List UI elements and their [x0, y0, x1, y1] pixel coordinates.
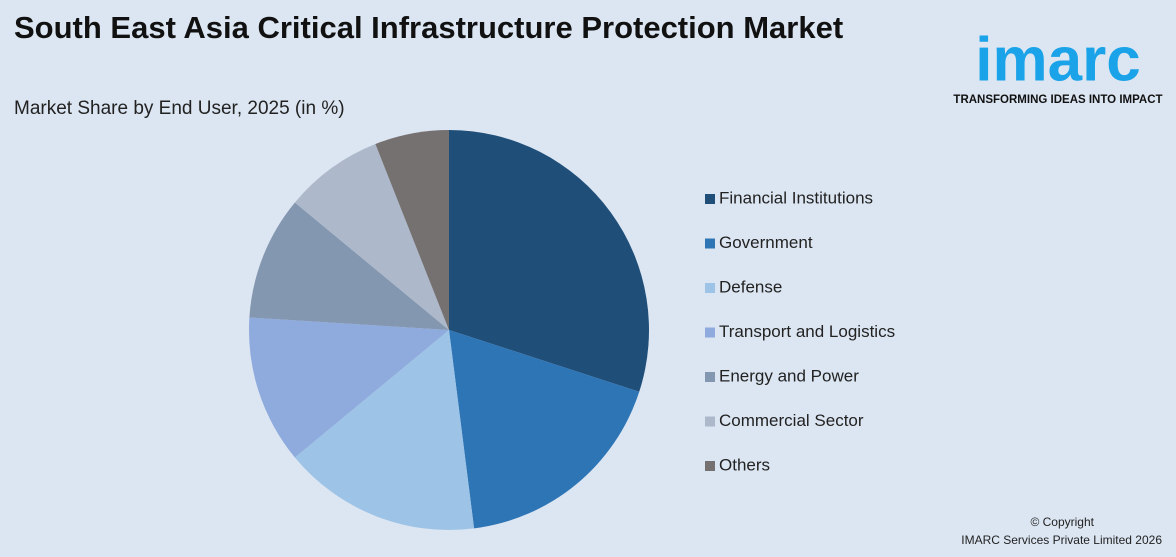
chart-title: South East Asia Critical Infrastructure … — [14, 10, 843, 45]
logo: imarc — [975, 25, 1140, 94]
pie-slice — [449, 330, 640, 529]
legend-label: Financial Institutions — [719, 188, 873, 207]
legend-swatch — [705, 238, 715, 249]
pie-slice — [249, 202, 449, 330]
logo-tagline: TRANSFORMING IDEAS INTO IMPACT — [953, 94, 1162, 106]
legend-label: Defense — [719, 277, 782, 296]
legend-label: Others — [719, 455, 770, 474]
legend-label: Commercial Sector — [719, 411, 864, 430]
legend-label: Energy and Power — [719, 366, 859, 385]
pie-slice — [449, 130, 649, 392]
pie-slice — [375, 130, 449, 330]
pie-slice — [294, 144, 449, 330]
legend-label: Transport and Logistics — [719, 322, 895, 341]
legend-label: Government — [719, 233, 813, 252]
legend-swatch — [705, 327, 715, 338]
legend-swatch — [705, 194, 715, 204]
copyright: © Copyright — [1030, 515, 1094, 529]
legend-swatch — [705, 416, 715, 427]
legend-swatch — [705, 283, 715, 293]
pie-slice — [294, 330, 475, 530]
pie-slice — [248, 317, 449, 458]
copyright-owner: IMARC Services Private Limited 2026 — [961, 533, 1162, 547]
chart-subtitle: Market Share by End User, 2025 (in %) — [14, 98, 345, 119]
legend-swatch — [705, 372, 715, 382]
legend-swatch — [705, 461, 715, 471]
